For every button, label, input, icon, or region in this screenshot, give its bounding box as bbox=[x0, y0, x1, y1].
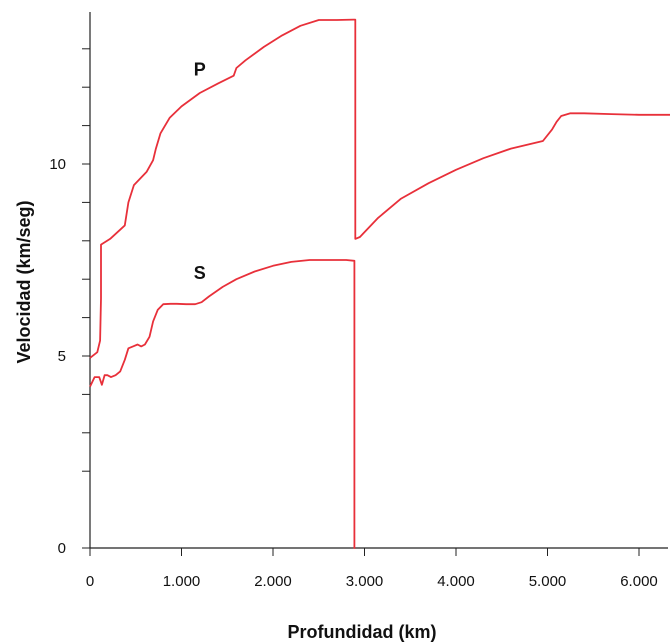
x-tick-label: 3.000 bbox=[346, 573, 384, 590]
series-layer bbox=[89, 18, 670, 549]
x-axis-title: Profundidad (km) bbox=[288, 622, 437, 642]
labels-layer: PS bbox=[194, 60, 206, 284]
x-tick-label: 6.000 bbox=[620, 573, 658, 590]
x-tick-label: 2.000 bbox=[254, 573, 292, 590]
y-tick-label: 10 bbox=[49, 156, 66, 173]
x-tick-label: 4.000 bbox=[437, 573, 475, 590]
x-tick-label: 1.000 bbox=[163, 573, 201, 590]
series-line-s bbox=[89, 259, 356, 549]
x-tick-label: 0 bbox=[86, 573, 94, 590]
y-tick-label: 0 bbox=[58, 540, 66, 557]
axes: 0 5 10 0 1.000 2.000 3.000 4.000 5.000 6.000 bbox=[49, 12, 668, 590]
series-label-s: S bbox=[194, 263, 206, 283]
y-axis-title: Velocidad (km/seg) bbox=[14, 200, 34, 363]
series-label-p: P bbox=[194, 60, 206, 80]
y-tick-label: 5 bbox=[58, 348, 66, 365]
series-line-p bbox=[89, 18, 670, 359]
x-tick-label: 5.000 bbox=[529, 573, 567, 590]
